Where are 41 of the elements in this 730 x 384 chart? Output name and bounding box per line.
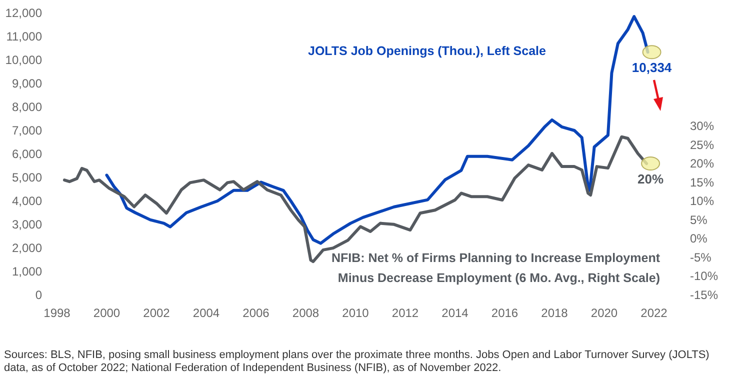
y2-tick-label: -5% [690, 250, 712, 264]
x-tick-label: 2004 [192, 306, 220, 320]
source-note: Sources: BLS, NFIB, posing small business employment plans over the proximate three months. Jobs Open and Labor Turnover Survey (JOLTS) data, as of October 2022; National Federation of Independent Business (NFIB), as of November 2022. [4, 349, 710, 374]
x-tick-label: 2000 [93, 306, 120, 320]
text: JOLTS Job Openings (Thou.), Left Scale [308, 44, 546, 58]
y-tick-label: 4,000 [12, 194, 42, 208]
data-label: 20% [638, 172, 664, 187]
y-tick-label: 0 [35, 288, 42, 302]
data-label: 10,334 [632, 60, 672, 76]
x-tick-label: 2010 [342, 306, 370, 320]
y2-tick-label: 10% [690, 194, 714, 208]
x-tick-label: 2006 [242, 306, 270, 320]
y-tick-label: 11,000 [6, 30, 42, 44]
x-tick-label: 2020 [590, 306, 618, 320]
y2-tick-label: -10% [690, 269, 718, 284]
y2-tick-label: 30% [690, 119, 714, 133]
x-tick-label: 2018 [541, 306, 568, 320]
y2-tick-label: 25% [690, 138, 714, 152]
x-tick-label: 1998 [44, 306, 71, 320]
x-tick-label: 2008 [292, 306, 320, 320]
y-tick-label: 5,000 [12, 170, 42, 184]
x-tick-label: 2002 [143, 306, 170, 320]
y-tick-label: 8,000 [12, 100, 42, 114]
y2-tick-label: 5% [690, 212, 708, 227]
y-tick-label: 3,000 [12, 218, 42, 232]
y2-tick-label: 0% [690, 232, 708, 246]
y-tick-label: 1,000 [12, 264, 42, 278]
series-label: NFIB: Net % of Firms Planning to Increase Employment Minus Decrease Employment (6 Mo. Avg., Right Scale) [331, 251, 661, 285]
y2-tick-label: 20% [690, 156, 714, 171]
x-tick-label: 2022 [640, 306, 668, 320]
x-tick-label: 2012 [392, 306, 419, 320]
y-tick-label: 9,000 [12, 76, 42, 90]
y2-tick-label: -15% [690, 288, 718, 302]
x-tick-label: 2016 [491, 306, 518, 320]
y-tick-label: 6,000 [12, 147, 42, 161]
x-tick-label: 2014 [442, 306, 469, 320]
y-tick-label: 12,000 [5, 6, 42, 20]
y-tick-label: 10,000 [5, 53, 42, 67]
y-tick-label: 2,000 [12, 241, 42, 255]
y-tick-label: 7,000 [12, 124, 42, 138]
y2-tick-label: 15% [690, 175, 714, 190]
